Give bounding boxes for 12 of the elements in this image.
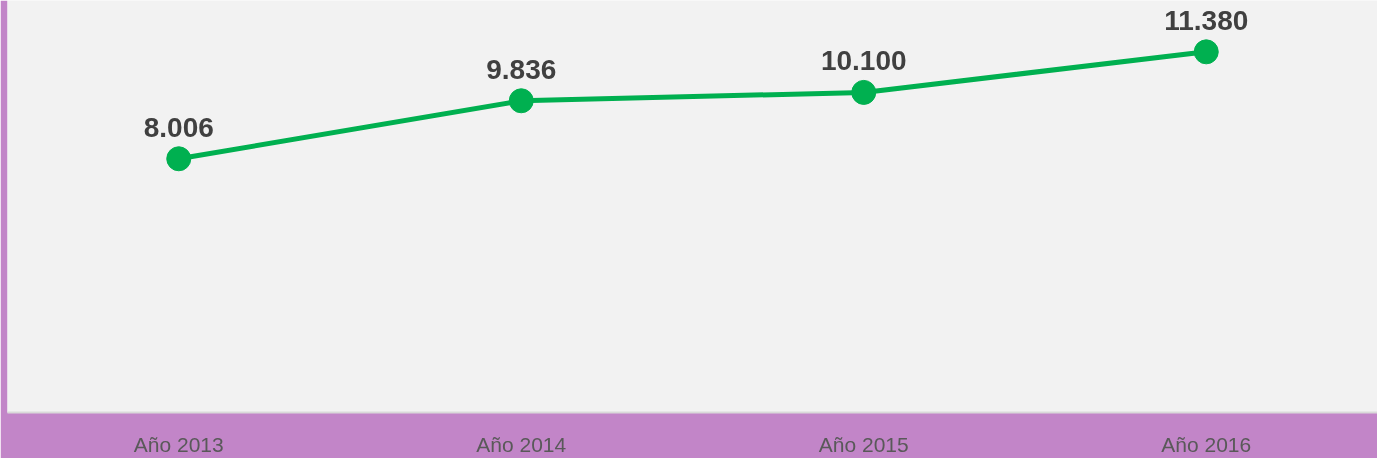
point [166, 146, 192, 172]
point [508, 88, 534, 114]
x-tick-label: Año 2014 [476, 432, 567, 456]
x-tick-label: Año 2015 [818, 432, 909, 456]
data-label: 9.836 [486, 53, 557, 85]
x-tick-label: Año 2013 [133, 432, 224, 456]
data-label: 10.100 [820, 45, 907, 77]
data-label: 8.006 [143, 111, 214, 143]
point [1193, 39, 1219, 65]
point [851, 79, 877, 105]
data-label: 11.380 [1164, 4, 1249, 36]
x-tick-label: Año 2016 [1161, 432, 1252, 456]
